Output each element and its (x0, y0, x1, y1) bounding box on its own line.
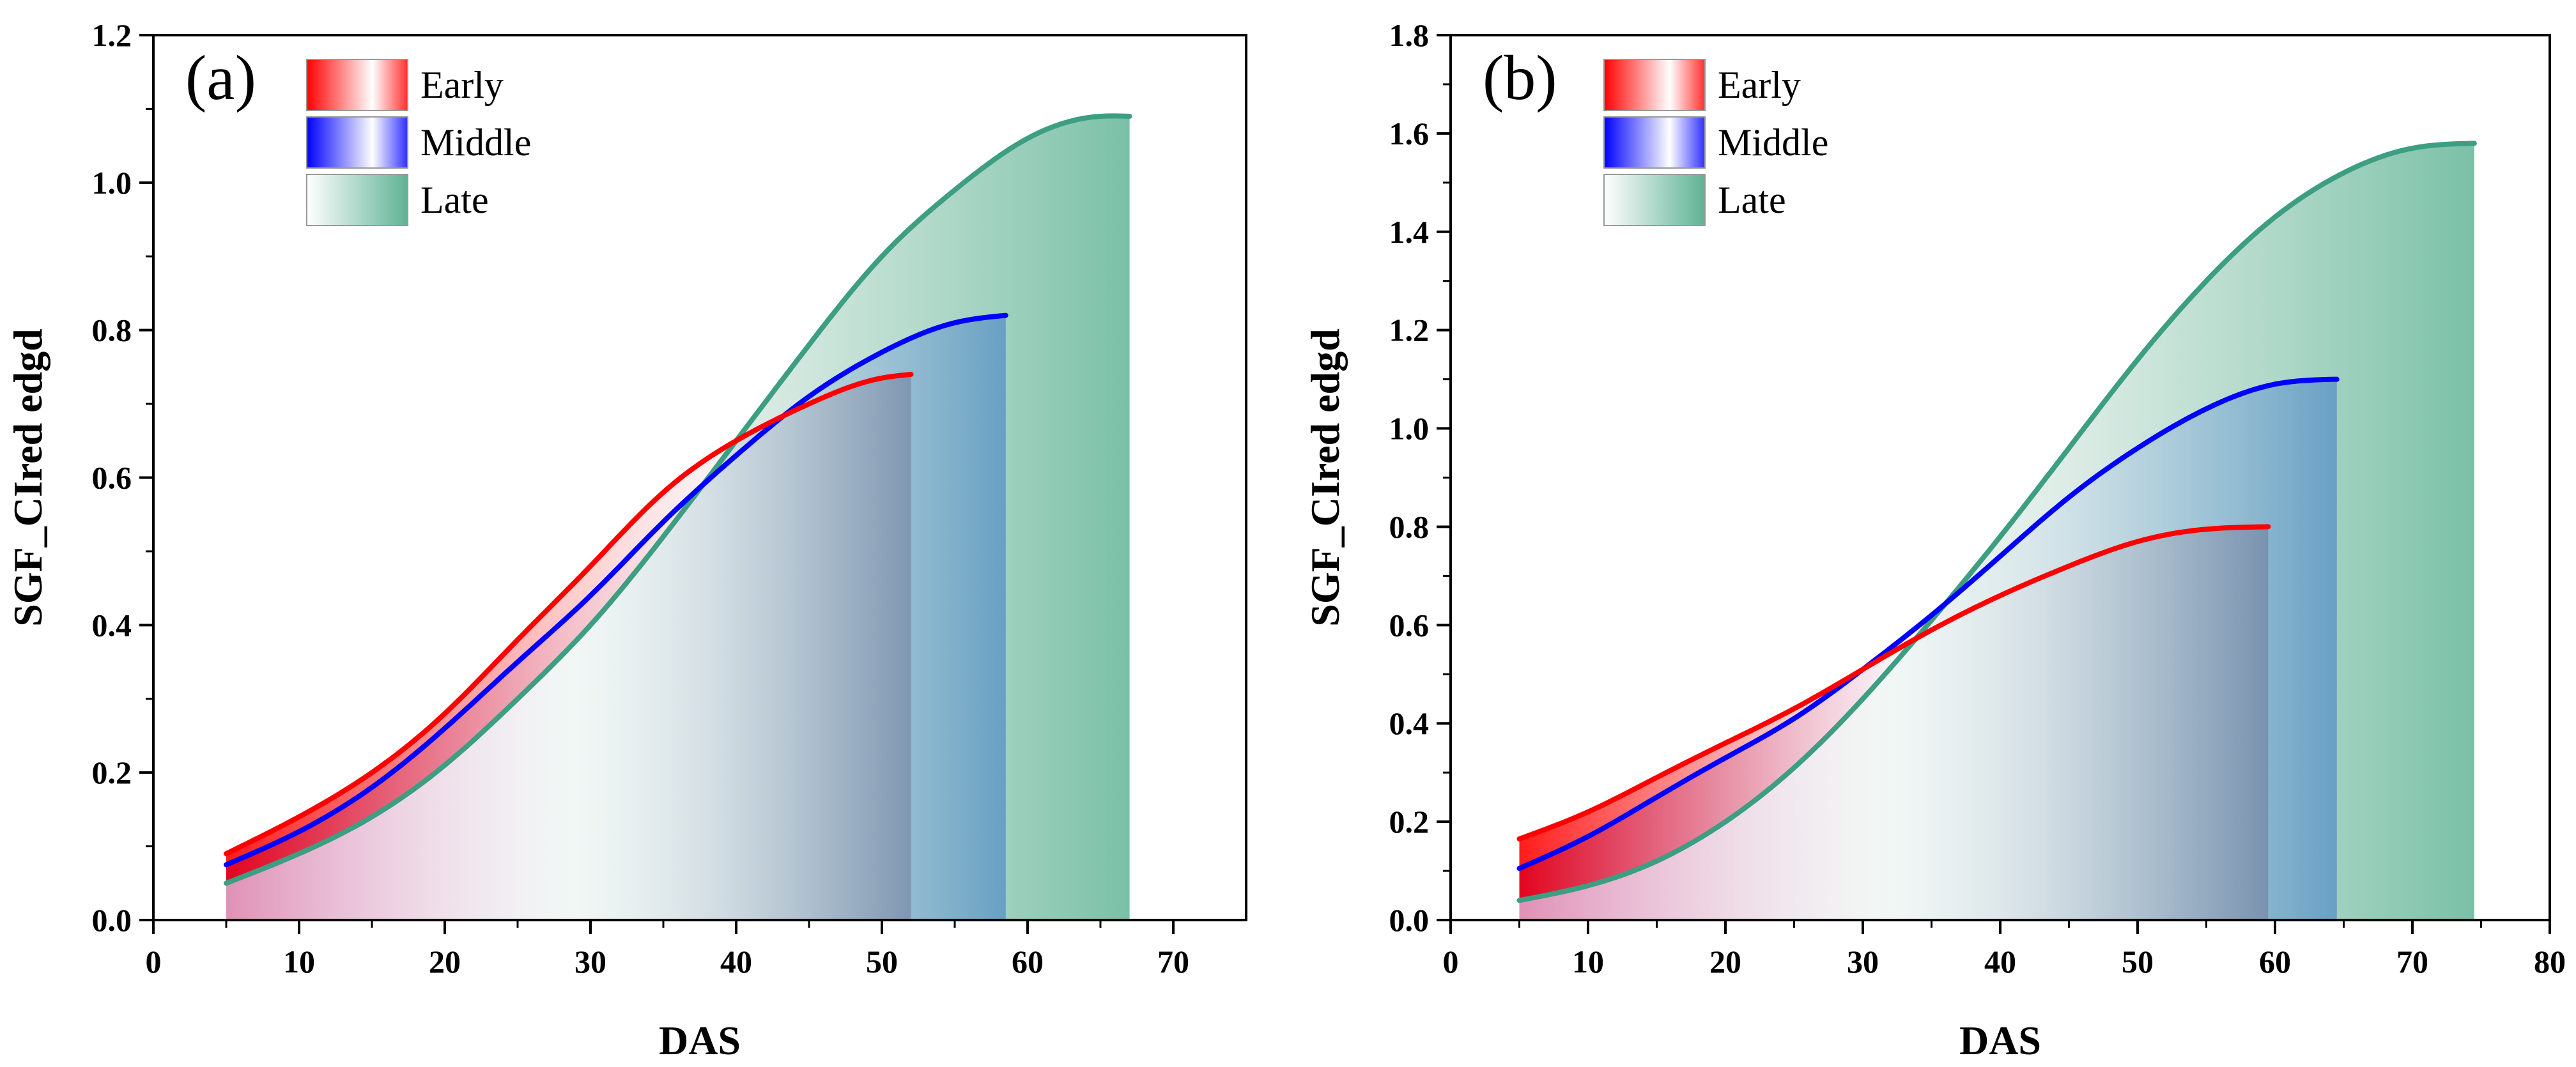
legend-label-middle: Middle (420, 121, 531, 164)
x-tick-label: 70 (1157, 944, 1189, 979)
x-tick-label: 30 (575, 944, 606, 979)
y-tick-label: 1.0 (1389, 411, 1430, 447)
x-axis-title: DAS (659, 1018, 741, 1063)
x-tick-label: 20 (429, 944, 461, 979)
legend-swatch-middle (1603, 116, 1706, 169)
x-tick-label: 70 (2396, 944, 2428, 979)
x-tick-label: 10 (1572, 944, 1604, 979)
series-line-early (1516, 524, 2271, 841)
panel-label: (a) (185, 42, 256, 113)
y-tick-label: 1.0 (92, 165, 132, 201)
chart-panel-a: 0 10 20 30 40 50 60 70 0.0 0.2 0.4 0.6 0.8 1.0 1.2 DAS S… (5, 17, 1247, 1063)
x-tick-label: 20 (1709, 944, 1741, 979)
legend-label-middle: Middle (1718, 121, 1828, 164)
legend: Early Middle Late (1603, 59, 1828, 226)
series-line-late (1516, 141, 2477, 903)
panel-label: (b) (1483, 42, 1557, 113)
y-tick-label: 0.4 (1389, 705, 1430, 741)
y-tick-label: 1.6 (1389, 116, 1430, 151)
x-tick-label: 60 (2259, 944, 2291, 979)
legend-swatch-early (306, 59, 408, 111)
y-tick-label: 1.8 (1389, 17, 1430, 53)
x-tick-label: 40 (1984, 944, 2016, 979)
x-axis-title: DAS (1959, 1018, 2041, 1063)
legend-label-early: Early (1718, 64, 1801, 106)
y-tick-label: 0.6 (1389, 607, 1430, 643)
legend: Early Middle Late (306, 59, 531, 226)
legend-swatch-late (306, 174, 408, 226)
y-axis-title: SGF_CIred edgd (1302, 328, 1348, 626)
y-tick-label: 0.6 (92, 460, 132, 496)
chart-panel-b: 0 10 20 30 40 50 60 70 80 0.0 0.2 0.4 0.6 0.8 1.0 1.2 1.… (1302, 17, 2566, 1063)
y-axis-title: SGF_CIred edgd (5, 328, 50, 626)
x-tick-label: 50 (866, 944, 898, 979)
y-tick-label: 0.0 (1389, 902, 1430, 938)
x-tick-label: 10 (283, 944, 315, 979)
legend-label-early: Early (420, 64, 504, 106)
legend-swatch-late (1603, 174, 1706, 226)
x-tick-label: 0 (1443, 944, 1459, 979)
y-tick-label: 1.4 (1389, 214, 1430, 250)
x-tick-label: 60 (1012, 944, 1044, 979)
legend-swatch-early (1603, 59, 1706, 111)
legend-swatch-middle (306, 116, 408, 169)
series-line-early (224, 371, 914, 857)
y-tick-label: 1.2 (1389, 312, 1430, 348)
legend-label-late: Late (1718, 179, 1786, 221)
series-line-middle (1516, 376, 2340, 871)
x-tick-label: 30 (1847, 944, 1879, 979)
y-tick-label: 0.2 (92, 755, 132, 790)
y-tick-label: 0.4 (92, 607, 132, 643)
legend-label-late: Late (420, 179, 489, 221)
series-line-late (224, 113, 1132, 886)
y-tick-label: 0.8 (92, 312, 132, 348)
y-tick-label: 1.2 (92, 17, 132, 53)
series-line-middle (224, 312, 1008, 868)
x-tick-label: 80 (2534, 944, 2566, 979)
y-tick-label: 0.2 (1389, 804, 1430, 840)
x-tick-label: 40 (720, 944, 752, 979)
y-tick-label: 0.0 (92, 902, 132, 938)
y-tick-label: 0.8 (1389, 509, 1430, 544)
x-tick-label: 50 (2122, 944, 2154, 979)
x-tick-label: 0 (146, 944, 162, 979)
